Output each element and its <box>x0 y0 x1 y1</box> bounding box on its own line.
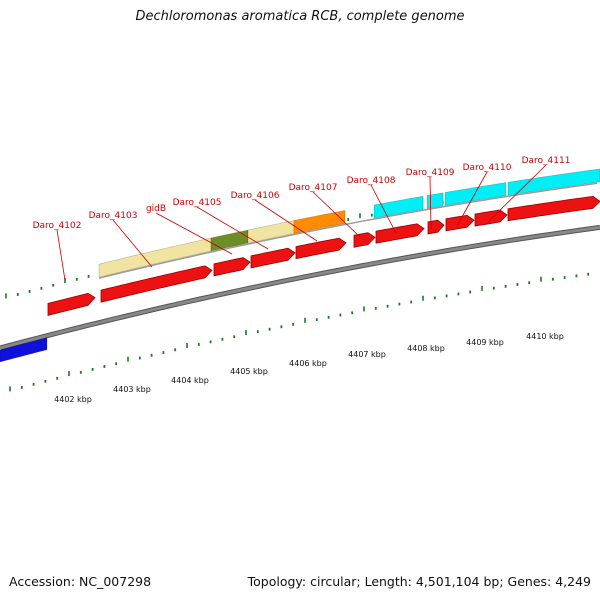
kbp-label: 4410 kbp <box>526 332 564 341</box>
feature-cyan <box>507 168 600 196</box>
kbp-label: 4409 kbp <box>466 338 504 347</box>
cds-arrow <box>47 292 96 316</box>
cds-arrow <box>474 209 508 227</box>
label-leader <box>429 176 432 230</box>
gene-label: Daro_4105 <box>173 198 222 208</box>
feature-cyan <box>373 195 424 219</box>
cds-arrow <box>250 247 296 269</box>
label-leader <box>254 199 318 242</box>
kbp-labels: 4402 kbp 4403 kbp 4404 kbp 4405 kbp 4406 kbp… <box>54 332 564 404</box>
label-leaders <box>56 164 547 281</box>
gene-label: Daro_4102 <box>33 221 82 231</box>
kbp-label: 4405 kbp <box>230 367 268 376</box>
feature-cyan <box>444 182 507 206</box>
cds-arrow <box>213 257 251 277</box>
label-leader <box>56 229 66 281</box>
feature-shadow <box>98 182 598 279</box>
kbp-label: 4404 kbp <box>171 376 209 385</box>
label-leader <box>196 206 269 250</box>
backbone-line <box>0 225 600 350</box>
kbp-label: 4408 kbp <box>407 344 445 353</box>
gene-label: Daro_4110 <box>463 163 512 173</box>
label-leader <box>155 212 233 255</box>
genome-summary: Topology: circular; Length: 4,501,104 bp… <box>247 574 591 589</box>
label-leader <box>112 219 153 268</box>
feature-track <box>0 168 600 363</box>
cds-arrow <box>353 232 376 248</box>
cds-arrow <box>295 237 347 260</box>
accession-label: Accession: NC_007298 <box>9 574 152 589</box>
label-leader <box>456 171 488 227</box>
gene-label: Daro_4107 <box>289 183 338 193</box>
lower-tick-track <box>9 272 590 392</box>
kbp-label: 4406 kbp <box>289 359 327 368</box>
gene-label: Daro_4103 <box>89 211 138 221</box>
feature-cyan <box>426 192 444 209</box>
cds-arrow <box>100 265 213 303</box>
kbp-label: 4403 kbp <box>113 385 151 394</box>
label-leader <box>312 191 361 238</box>
cds-arrow <box>507 195 600 222</box>
gene-label: Daro_4108 <box>347 176 396 186</box>
label-leader <box>370 184 397 234</box>
gene-labels: Daro_4102 Daro_4103 gidB Daro_4105 Daro_4106… <box>33 156 571 231</box>
gene-label: Daro_4106 <box>231 191 280 201</box>
gene-label: Daro_4111 <box>522 156 571 166</box>
cds-arrow <box>375 223 425 244</box>
cds-arrow <box>445 214 475 232</box>
gene-label: Daro_4109 <box>406 168 455 178</box>
kbp-label: 4402 kbp <box>54 395 92 404</box>
cds-arrow <box>427 219 445 235</box>
feature-blue <box>0 337 48 363</box>
kbp-label: 4407 kbp <box>348 350 386 359</box>
feature-orange <box>293 210 346 234</box>
gene-label: gidB <box>146 204 166 214</box>
map-title: Dechloromonas aromatica RCB, complete ge… <box>135 9 465 24</box>
label-leader <box>487 164 547 223</box>
cds-track <box>47 195 600 316</box>
genome-backbone <box>0 224 600 351</box>
